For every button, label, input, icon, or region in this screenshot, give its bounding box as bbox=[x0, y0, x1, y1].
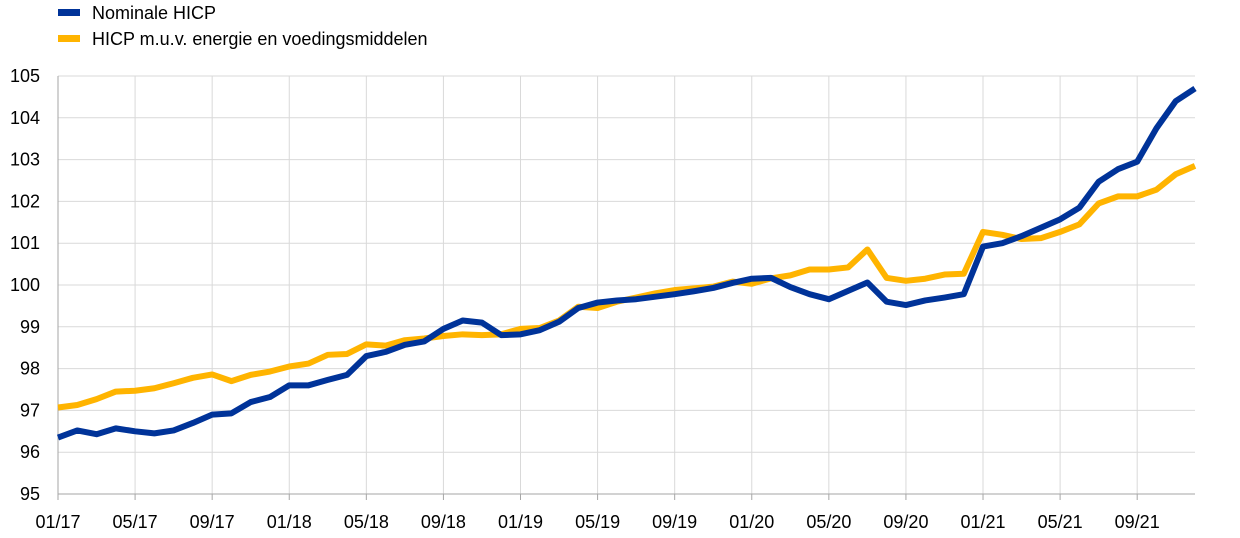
x-tick-label: 01/19 bbox=[498, 512, 543, 532]
legend-item-hicp-excl: HICP m.u.v. energie en voedingsmiddelen bbox=[58, 29, 428, 49]
y-tick-label: 99 bbox=[20, 317, 40, 337]
y-tick-label: 101 bbox=[10, 233, 40, 253]
x-tick-label: 09/19 bbox=[652, 512, 697, 532]
series-line-hicp-excl bbox=[57, 163, 1197, 411]
y-tick-label: 105 bbox=[10, 66, 40, 86]
x-tick-label: 01/20 bbox=[729, 512, 774, 532]
y-tick-label: 103 bbox=[10, 150, 40, 170]
grid bbox=[58, 75, 1195, 494]
axes bbox=[57, 76, 1195, 500]
y-tick-label: 97 bbox=[20, 400, 40, 420]
legend-label-hicp-excl: HICP m.u.v. energie en voedingsmiddelen bbox=[92, 29, 428, 49]
x-tick-label: 05/17 bbox=[113, 512, 158, 532]
tick-labels: 95 96 97 98 99 100 101 102 103 104 105 01/17 05/17 09… bbox=[10, 66, 1160, 532]
x-tick-label: 05/19 bbox=[575, 512, 620, 532]
legend-item-nominale-hicp: Nominale HICP bbox=[58, 3, 216, 23]
x-tick-label: 01/21 bbox=[960, 512, 1005, 532]
x-tick-label: 01/18 bbox=[267, 512, 312, 532]
legend: Nominale HICP HICP m.u.v. energie en voe… bbox=[58, 3, 428, 49]
series-line-nominale-hicp bbox=[56, 86, 1197, 441]
legend-swatch-nominale-hicp bbox=[58, 9, 80, 16]
legend-label-nominale-hicp: Nominale HICP bbox=[92, 3, 216, 23]
y-tick-label: 96 bbox=[20, 442, 40, 462]
series-layer bbox=[56, 86, 1197, 441]
y-tick-label: 98 bbox=[20, 359, 40, 379]
x-tick-label: 05/20 bbox=[806, 512, 851, 532]
y-tick-label: 104 bbox=[10, 108, 40, 128]
y-tick-label: 102 bbox=[10, 191, 40, 211]
x-tick-label: 05/21 bbox=[1038, 512, 1083, 532]
y-tick-label: 95 bbox=[20, 484, 40, 504]
x-tick-label: 09/20 bbox=[883, 512, 928, 532]
legend-swatch-hicp-excl bbox=[58, 35, 80, 42]
x-tick-label: 09/17 bbox=[190, 512, 235, 532]
y-tick-label: 100 bbox=[10, 275, 40, 295]
x-tick-label: 09/18 bbox=[421, 512, 466, 532]
x-tick-label: 01/17 bbox=[35, 512, 80, 532]
x-tick-label: 09/21 bbox=[1115, 512, 1160, 532]
x-tick-label: 05/18 bbox=[344, 512, 389, 532]
